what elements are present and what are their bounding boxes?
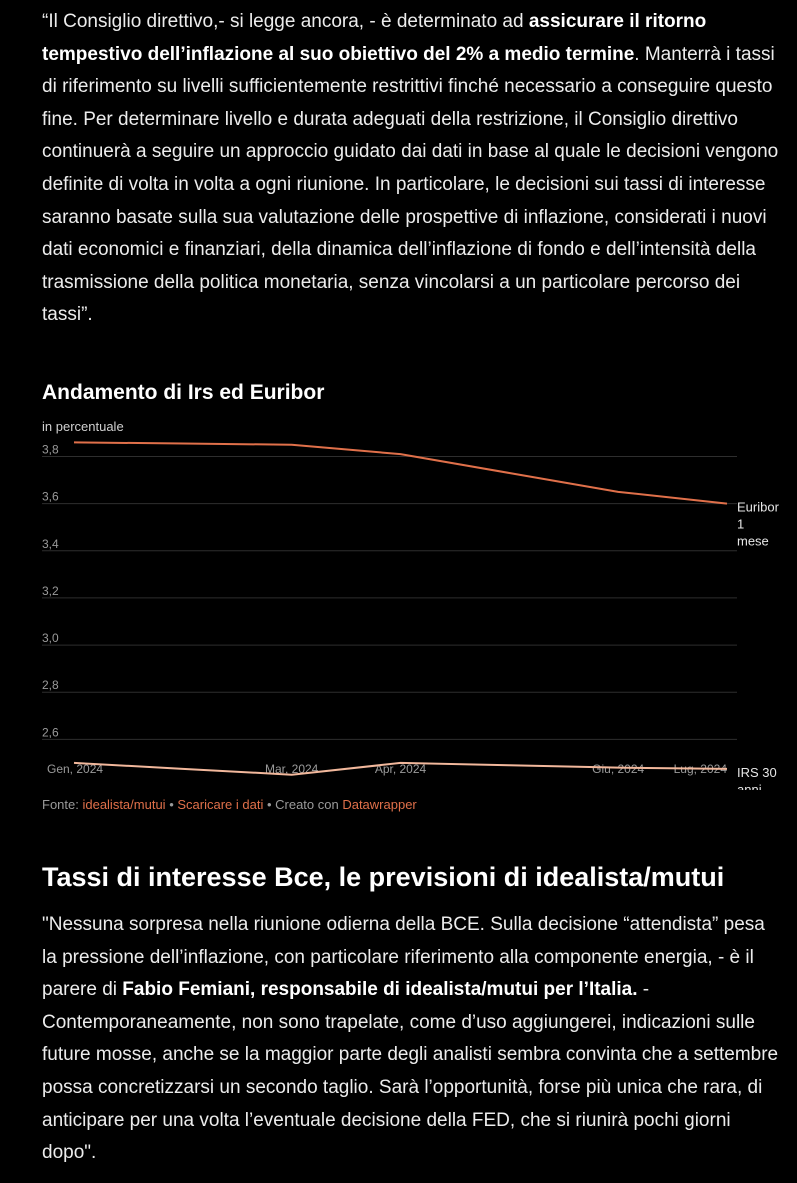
y-tick-label: 3,6: [42, 490, 59, 504]
paragraph-text: - Contemporaneamente, non sono trapelate…: [42, 979, 779, 1164]
x-tick-label: Giu, 2024: [592, 762, 644, 776]
x-tick-label: Apr, 2024: [375, 762, 427, 776]
section-heading: Tassi di interesse Bce, le previsioni di…: [42, 862, 725, 892]
chart-source: Fonte: idealista/mutui • Scaricare i dat…: [42, 797, 417, 812]
source-separator: •: [165, 797, 178, 812]
paragraph-text: “Il Consiglio direttivo,- si legge ancor…: [42, 11, 529, 32]
series-label: IRS 30: [737, 765, 777, 780]
series-line-irs: [73, 761, 728, 776]
chart-title: Andamento di Irs ed Euribor: [42, 381, 325, 404]
series-label: 1: [737, 517, 744, 532]
source-link-idealista[interactable]: idealista/mutui: [82, 797, 166, 812]
article-paragraph-forecast: "Nessuna sorpresa nella riunione odierna…: [42, 909, 782, 1170]
series-label: mese: [737, 534, 769, 549]
series-line-euribor: [73, 441, 728, 505]
download-data-link[interactable]: Scaricare i dati: [177, 797, 264, 812]
series-label: Euribor: [737, 500, 780, 515]
y-tick-label: 2,6: [42, 725, 59, 739]
y-tick-label: 3,4: [42, 537, 59, 551]
series-label: anni: [737, 782, 762, 790]
source-created-with: • Creato con: [263, 797, 343, 812]
paragraph-text: "Nessuna sorpresa nella riunione odierna…: [42, 914, 765, 1001]
y-tick-label: 2,8: [42, 678, 59, 692]
paragraph-bold-text: Fabio Femiani, responsabile di idealista…: [122, 979, 638, 1001]
paragraph-bold-text: assicurare il ritorno tempestivo dell’in…: [42, 11, 707, 65]
datawrapper-link[interactable]: Datawrapper: [342, 797, 417, 812]
y-tick-label: 3,2: [42, 584, 59, 598]
paragraph-text: . Manterrà i tassi di riferimento su liv…: [42, 43, 779, 326]
y-tick-label: 3,8: [42, 443, 59, 457]
chart-subtitle: in percentuale: [42, 419, 124, 434]
x-tick-label: Gen, 2024: [47, 762, 103, 776]
source-prefix: Fonte:: [42, 797, 83, 812]
article-paragraph-quote: “Il Consiglio direttivo,- si legge ancor…: [42, 6, 782, 332]
y-tick-label: 3,0: [42, 631, 59, 645]
